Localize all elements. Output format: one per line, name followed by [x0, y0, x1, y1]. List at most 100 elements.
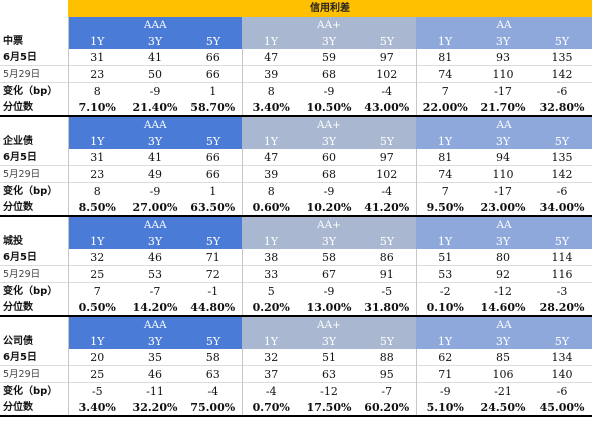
table-cell: 114: [551, 250, 573, 264]
table-cell: 71: [416, 365, 474, 383]
table-cell: 10.20%: [300, 199, 358, 217]
table-cell: 32.20%: [126, 399, 184, 417]
credit-spread-table: 信用利差 AAA AA+ AA 中票 1Y 3Y 5Y 1Y 3Y 5Y 1Y 3Y 5Y 6月5日 31 41…: [0, 0, 592, 417]
table-cell: 39: [242, 65, 300, 83]
change-row: 变化（bp） -5 -11 -4 -4 -12 -7 -9 -21 -6: [0, 382, 592, 399]
table-cell: 60.20%: [358, 399, 417, 417]
table-cell: -1: [184, 282, 243, 299]
table-cell: 7: [416, 82, 474, 99]
table-cell: 134: [551, 350, 573, 364]
table-cell: 85: [496, 350, 510, 364]
current-spread-row: 6月5日 20 35 58 32 51 88 62 85 134: [0, 349, 592, 366]
table-cell: 31: [90, 150, 105, 164]
table-cell: -4: [242, 382, 300, 399]
table-cell: 7: [416, 182, 474, 199]
table-cell: 7: [68, 282, 126, 299]
table-cell: 32: [90, 250, 105, 264]
table-cell: 74: [416, 65, 474, 83]
table-cell: 32.80%: [532, 99, 592, 117]
previous-spread-row: 5月29日 23 49 66 39 68 102 74 110 142: [0, 165, 592, 183]
tenor-header: 3Y: [474, 133, 532, 149]
table-cell: 51: [322, 350, 336, 364]
tenor-header: 3Y: [126, 233, 184, 249]
table-cell: -5: [358, 282, 417, 299]
title-corner: [0, 0, 68, 17]
table-cell: -17: [474, 82, 532, 99]
table-cell: 43.00%: [358, 99, 417, 117]
row-label: 变化（bp）: [0, 82, 69, 99]
table-cell: 92: [474, 265, 532, 283]
tenor-header: 5Y: [532, 333, 592, 349]
tenor-header: 3Y: [300, 333, 358, 349]
tenor-header: 5Y: [532, 233, 592, 249]
table-cell: 116: [532, 265, 592, 283]
row-label: 5月29日: [0, 365, 69, 383]
current-spread-row: 6月5日 31 41 66 47 60 97 81 94 135: [0, 149, 592, 166]
table-cell: 14.20%: [126, 299, 184, 317]
table-cell: -2: [416, 282, 474, 299]
tenor-header: 1Y: [416, 133, 474, 149]
table-cell: -21: [474, 382, 532, 399]
table-cell: 59: [322, 50, 336, 64]
table-cell: 68: [300, 65, 358, 83]
table-cell: -5: [68, 382, 126, 399]
current-spread-row: 6月5日 32 46 71 38 58 86 51 80 114: [0, 249, 592, 266]
rating-group-header: AA: [416, 316, 592, 333]
table-cell: 41: [148, 150, 162, 164]
tenor-header: 3Y: [126, 33, 184, 49]
table-cell: 142: [532, 65, 592, 83]
percentile-row: 分位数 8.50% 27.00% 63.50% 0.60% 10.20% 41.20% 9.5…: [0, 199, 592, 217]
row-label: 变化（bp）: [0, 282, 69, 299]
row-label: 5月29日: [0, 65, 69, 83]
rating-group-header: AA+: [242, 116, 416, 133]
table-cell: 9.50%: [416, 199, 474, 217]
table-cell: -7: [126, 282, 184, 299]
current-spread-row: 6月5日 31 41 66 47 59 97 81 93 135: [0, 49, 592, 66]
table-cell: 110: [474, 165, 532, 183]
table-cell: -17: [474, 182, 532, 199]
table-body: 信用利差 AAA AA+ AA 中票 1Y 3Y 5Y 1Y 3Y 5Y 1Y 3Y 5Y 6月5日 31 41…: [0, 0, 592, 417]
table-cell: 66: [184, 65, 243, 83]
table-cell: 24.50%: [474, 399, 532, 417]
table-cell: 97: [358, 49, 417, 66]
previous-spread-row: 5月29日 23 50 66 39 68 102 74 110 142: [0, 65, 592, 83]
tenor-header: 3Y: [300, 33, 358, 49]
table-cell: 8: [68, 82, 126, 99]
row-label: 分位数: [0, 199, 69, 217]
table-cell: 33: [242, 265, 300, 283]
row-label: 分位数: [0, 99, 69, 117]
table-cell: -4: [358, 182, 417, 199]
row-label: 分位数: [0, 299, 69, 317]
table-cell: 41.20%: [358, 199, 417, 217]
table-cell: 22.00%: [416, 99, 474, 117]
section-name: 中票: [0, 33, 69, 49]
table-cell: -6: [532, 382, 592, 399]
rating-group-header: AA: [416, 17, 592, 33]
section-corner: [0, 17, 69, 33]
table-cell: -9: [300, 82, 358, 99]
change-row: 变化（bp） 8 -9 1 8 -9 -4 7 -17 -6: [0, 182, 592, 199]
table-cell: 81: [438, 150, 453, 164]
tenor-header: 5Y: [532, 133, 592, 149]
row-label: 分位数: [0, 399, 69, 417]
table-cell: -6: [532, 182, 592, 199]
tenor-header: 1Y: [242, 33, 300, 49]
tenor-header: 1Y: [416, 233, 474, 249]
rating-group-header: AAA: [68, 116, 242, 133]
title-row: 信用利差: [0, 0, 592, 17]
previous-spread-row: 5月29日 25 53 72 33 67 91 53 92 116: [0, 265, 592, 283]
group-header-row: AAA AA+ AA: [0, 17, 592, 33]
table-cell: 81: [438, 50, 453, 64]
row-label: 5月29日: [0, 165, 69, 183]
table-cell: 3.40%: [68, 399, 126, 417]
group-header-row: AAA AA+ AA: [0, 216, 592, 233]
table-cell: 53: [416, 265, 474, 283]
table-cell: 93: [496, 50, 510, 64]
table-cell: 68: [300, 165, 358, 183]
group-header-row: AAA AA+ AA: [0, 316, 592, 333]
rating-group-header: AA+: [242, 316, 416, 333]
table-cell: -9: [416, 382, 474, 399]
row-label: 6月5日: [0, 249, 69, 266]
table-cell: 0.10%: [416, 299, 474, 317]
row-label: 6月5日: [0, 149, 69, 166]
